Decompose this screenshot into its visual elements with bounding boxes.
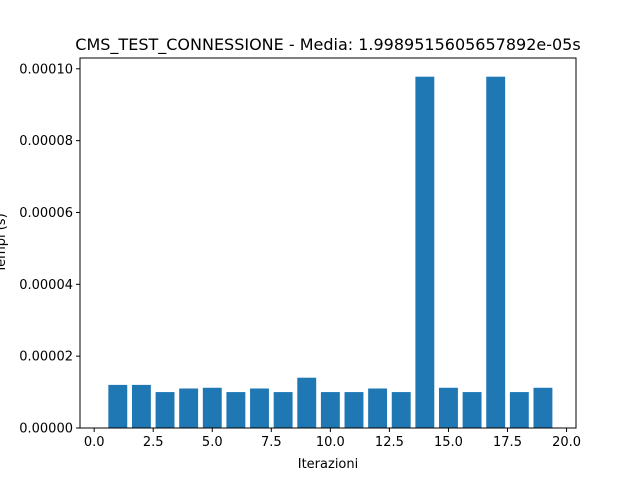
plot-frame bbox=[79, 57, 577, 429]
y-axis-ticks: 0.00000 0.00002 0.00004 0.00006 0.00008 0.000… bbox=[19, 62, 80, 437]
bar-8 bbox=[273, 392, 293, 428]
y-tick-label: 0.00000 bbox=[19, 422, 73, 437]
x-tick-label: 10.0 bbox=[316, 435, 345, 450]
x-tick-label: 17.5 bbox=[493, 435, 522, 450]
x-tick-label: 2.5 bbox=[143, 435, 164, 450]
x-tick-label: 15.0 bbox=[434, 435, 463, 450]
x-tick-label: 12.5 bbox=[375, 435, 404, 450]
bars-group bbox=[108, 76, 553, 429]
y-tick-label: 0.00010 bbox=[19, 62, 73, 77]
bar-5 bbox=[202, 387, 222, 428]
chart-title: CMS_TEST_CONNESSIONE - Media: 1.99895156… bbox=[75, 35, 580, 55]
bar-14 bbox=[415, 76, 435, 429]
bar-12 bbox=[368, 388, 388, 428]
y-tick-label: 0.00002 bbox=[19, 350, 73, 365]
bar-6 bbox=[226, 392, 246, 428]
bar-16 bbox=[462, 392, 482, 428]
bar-19 bbox=[533, 387, 553, 428]
bar-3 bbox=[155, 392, 175, 428]
bar-15 bbox=[439, 387, 458, 428]
y-tick-label: 0.00008 bbox=[19, 134, 73, 149]
bar-1 bbox=[108, 384, 128, 428]
y-tick-label: 0.00006 bbox=[19, 206, 73, 221]
bar-10 bbox=[320, 392, 340, 428]
bar-17 bbox=[486, 76, 506, 429]
bar-2 bbox=[131, 384, 151, 428]
bar-4 bbox=[179, 388, 199, 428]
y-axis-label: Tempi (s) bbox=[0, 213, 9, 273]
x-tick-label: 5.0 bbox=[202, 435, 223, 450]
x-axis-ticks: 0.0 2.5 5.0 7.5 10.0 12.5 15.0 17.5 20.0 bbox=[84, 428, 581, 450]
bar-13 bbox=[391, 392, 411, 428]
bar-7 bbox=[250, 388, 269, 428]
x-tick-label: 20.0 bbox=[552, 435, 581, 450]
bar-11 bbox=[344, 392, 364, 428]
bar-9 bbox=[297, 377, 317, 428]
x-axis-label: Iterazioni bbox=[298, 457, 358, 472]
x-tick-label: 0.0 bbox=[84, 435, 105, 450]
x-tick-label: 7.5 bbox=[261, 435, 282, 450]
y-tick-label: 0.00004 bbox=[19, 278, 73, 293]
bar-18 bbox=[509, 392, 529, 428]
